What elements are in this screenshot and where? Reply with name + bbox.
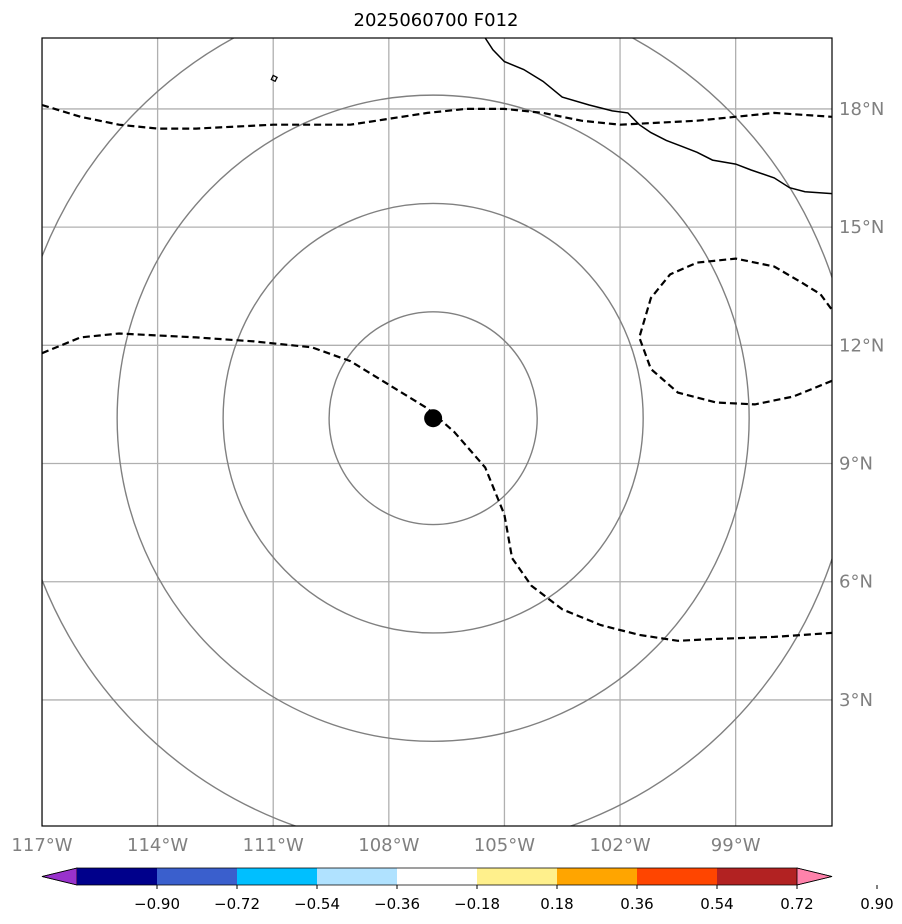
lon-tick-label: 111°W [243, 835, 304, 856]
coastline-mexico [484, 38, 832, 195]
longitude-labels: 117°W 114°W 111°W 108°W 105°W 102°W 99°W [11, 835, 760, 856]
colorbar-tick-label: −0.18 [454, 895, 500, 913]
colorbar-segment [637, 868, 718, 885]
map-title: 2025060700 F012 [354, 10, 519, 31]
colorbar-tick-label: −0.36 [374, 895, 420, 913]
dashed-contour [42, 332, 832, 642]
contour-lines [42, 103, 832, 642]
latitude-labels: 3°N 6°N 9°N 12°N 15°N 18°N [839, 99, 884, 711]
map-area [42, 38, 832, 826]
colorbar-tick-label: −0.90 [134, 895, 180, 913]
colorbar-tick-label: 0.18 [540, 895, 573, 913]
lon-tick-label: 114°W [127, 835, 188, 856]
colorbar-segment [77, 868, 158, 885]
colorbar-segment [477, 868, 558, 885]
range-rings [42, 38, 832, 826]
colorbar-segment [717, 868, 798, 885]
colorbar-tick-label: 0.54 [700, 895, 733, 913]
lon-tick-label: 99°W [711, 835, 761, 856]
gridlines [42, 38, 832, 826]
lon-tick-label: 102°W [589, 835, 650, 856]
colorbar-tick-label: 0.72 [780, 895, 813, 913]
coastline [270, 38, 832, 195]
colorbar-segment [397, 868, 478, 885]
colorbar-segment [317, 868, 398, 885]
colorbar-segment [557, 868, 638, 885]
colorbar-outline [41, 867, 833, 886]
map-frame [41, 37, 833, 827]
lat-tick-label: 12°N [839, 335, 884, 356]
colorbar-tick-label: −0.54 [294, 895, 340, 913]
storm-center-marker [424, 409, 443, 428]
colorbar-segment [237, 868, 318, 885]
colorbar-tick-label: 0.90 [860, 895, 893, 913]
colorbar-extend-high [796, 867, 833, 886]
lat-tick-label: 18°N [839, 99, 884, 120]
range-ring [328, 311, 538, 526]
storm-center [424, 409, 443, 428]
lat-tick-label: 9°N [839, 454, 873, 475]
lon-tick-label: 117°W [11, 835, 72, 856]
range-ring [222, 202, 644, 634]
colorbar: −0.90 −0.72 −0.54 −0.36 −0.18 0.18 0.36 0.54 0.7… [41, 867, 894, 913]
range-ring [116, 94, 750, 742]
lon-tick-label: 108°W [358, 835, 419, 856]
colorbar-extend-low [41, 867, 78, 886]
lat-tick-label: 3°N [839, 690, 873, 711]
dashed-contour [42, 103, 832, 130]
lat-tick-label: 6°N [839, 572, 873, 593]
lat-tick-label: 15°N [839, 217, 884, 238]
colorbar-segment [157, 868, 238, 885]
colorbar-tick-label: 0.36 [620, 895, 653, 913]
dashed-contour [638, 257, 832, 406]
lon-tick-label: 105°W [474, 835, 535, 856]
colorbar-tick-label: −0.72 [214, 895, 260, 913]
island-outline [270, 74, 278, 83]
